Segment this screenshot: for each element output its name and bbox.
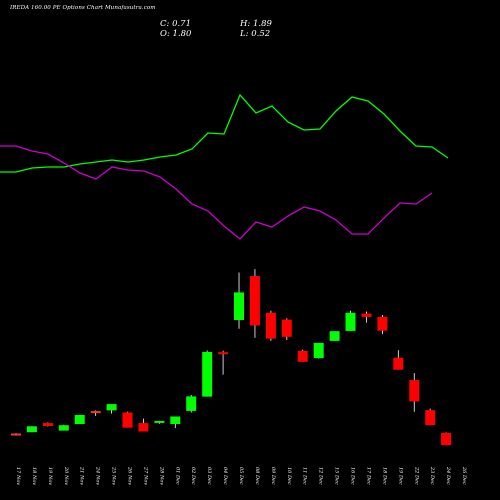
x-tick-label: 19 Nov — [47, 467, 53, 485]
x-tick-label: 09 Dec — [270, 467, 276, 485]
x-tick-label: 11 Dec — [302, 467, 308, 485]
x-tick-label: 18 Nov — [31, 467, 37, 485]
x-tick-label: 15 Dec — [334, 467, 340, 485]
x-tick-label: 28 Nov — [158, 466, 164, 485]
bearish-candle — [377, 316, 388, 331]
x-tick-label: 01 Dec — [174, 467, 180, 485]
x-tick-label: 12 Dec — [318, 467, 324, 485]
x-tick-label: 04 Dec — [222, 467, 228, 485]
bearish-candle — [42, 423, 53, 426]
bullish-candle — [234, 292, 244, 320]
x-tick-label: 18 Dec — [381, 467, 387, 485]
bearish-candle — [361, 313, 372, 317]
bearish-candle — [281, 319, 292, 337]
bearish-candle — [393, 357, 404, 370]
x-tick-label: 23 Dec — [429, 466, 435, 485]
x-tick-label: 17 Dec — [366, 467, 372, 485]
x-tick-label: 19 Dec — [397, 467, 403, 485]
bearish-candle — [138, 423, 149, 432]
purple-indicator-line — [0, 145, 433, 240]
bearish-candle — [265, 312, 276, 339]
chart-title: IREDA 160.00 PE Options Chart Munafasutr… — [10, 5, 156, 11]
x-tick-label: 10 Dec — [286, 467, 292, 485]
bearish-candle — [122, 412, 133, 428]
x-axis-ticks: 17 Nov 18 Nov 19 Nov 20 Nov 21 Nov 24 Nov 25 N… — [15, 466, 467, 485]
bullish-candle — [329, 331, 340, 341]
bearish-candle — [218, 352, 229, 355]
bullish-candle — [202, 352, 213, 397]
x-tick-label: 02 Dec — [190, 467, 196, 485]
x-tick-label: 16 Dec — [350, 467, 356, 485]
bearish-candle — [425, 410, 436, 426]
bullish-candle — [345, 312, 356, 331]
x-tick-label: 17 Nov — [15, 467, 21, 485]
x-tick-label: 26 Dec — [461, 466, 467, 485]
x-tick-label: 26 Nov — [127, 466, 133, 485]
x-tick-label: 03 Dec — [206, 467, 212, 485]
bullish-candle — [186, 396, 197, 411]
x-tick-label: 24 Nov — [95, 466, 101, 485]
bullish-candle — [58, 425, 69, 431]
bullish-candle — [26, 426, 37, 433]
bearish-candle — [11, 433, 21, 436]
bullish-candle — [313, 342, 324, 359]
high-value: H: 1.89 — [240, 19, 272, 29]
open-value: O: 1.80 — [160, 29, 192, 39]
bullish-candle — [74, 415, 85, 425]
bearish-candle — [249, 276, 260, 326]
indicator-lines — [0, 93, 449, 240]
x-tick-label: 21 Nov — [79, 466, 85, 485]
x-tick-label: 24 Dec — [445, 466, 451, 485]
x-tick-label: 27 Nov — [142, 466, 148, 485]
x-tick-label: 25 Nov — [111, 466, 117, 485]
low-value: L: 0.52 — [240, 29, 271, 39]
bullish-candle — [90, 411, 101, 414]
x-tick-label: 08 Dec — [254, 467, 260, 485]
bearish-candle — [409, 380, 420, 402]
green-indicator-line — [0, 93, 449, 173]
candlesticks — [11, 269, 452, 446]
bullish-candle — [106, 404, 117, 411]
bullish-candle — [170, 416, 181, 424]
close-value: C: 0.71 — [160, 19, 191, 29]
x-tick-label: 20 Nov — [63, 466, 69, 485]
bearish-candle — [441, 432, 452, 446]
x-tick-label: 05 Dec — [238, 467, 244, 485]
x-tick-label: 22 Dec — [413, 466, 419, 485]
bullish-candle — [154, 420, 165, 423]
bearish-candle — [297, 350, 308, 362]
